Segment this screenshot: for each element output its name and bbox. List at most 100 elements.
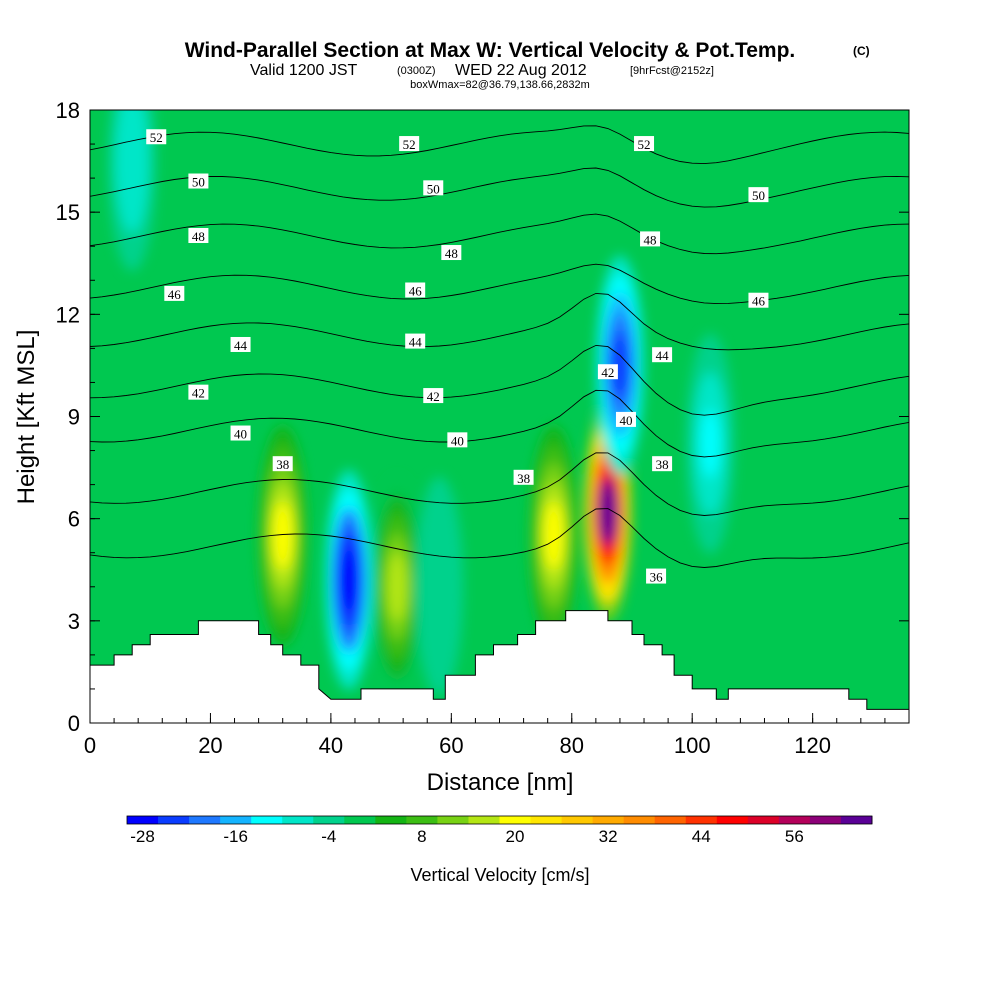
colorbar: -28 -16 -4 8 20 32 44 56	[126, 815, 873, 846]
x-tick-label: 80	[560, 733, 584, 758]
contour-label: 46	[164, 285, 185, 302]
contour-label: 46	[748, 292, 769, 309]
contour-label-box	[272, 456, 293, 472]
contour-label-text: 46	[168, 287, 182, 302]
velocity-shell	[429, 552, 449, 621]
colorbar-tick-label: -16	[223, 827, 248, 846]
subtitle-zulu: (0300Z)	[397, 65, 436, 77]
contour-label-box	[748, 292, 769, 308]
contour-label-text: 44	[234, 338, 248, 353]
velocity-feature	[324, 469, 373, 690]
contour-label: 36	[646, 568, 667, 585]
colorbar-swatch	[127, 816, 159, 824]
contour-label: 44	[652, 347, 673, 363]
colorbar-swatch	[685, 816, 718, 824]
contour-label: 42	[597, 364, 618, 380]
theta-contour-40	[90, 389, 909, 458]
colorbar-title: Vertical Velocity [cm/s]	[410, 865, 589, 885]
contour-label-text: 50	[427, 181, 440, 196]
contour-label-text: 44	[409, 335, 423, 350]
contour-label-box	[164, 285, 185, 301]
colorbar-swatch	[561, 816, 594, 824]
colorbar-swatch	[809, 816, 842, 824]
contour-label: 40	[615, 411, 636, 428]
contour-label: 52	[634, 136, 655, 152]
contour-label-text: 52	[638, 137, 651, 152]
contour-label-text: 48	[644, 232, 657, 247]
x-tick-label: 60	[439, 733, 463, 758]
contour-label-box	[423, 180, 444, 196]
x-tick-label: 0	[84, 733, 96, 758]
colorbar-tick-label: -28	[130, 827, 155, 846]
velocity-shell	[339, 545, 359, 614]
contour-label-text: 48	[192, 229, 205, 244]
colorbar-swatch	[189, 816, 221, 824]
contour-label-text: 52	[150, 130, 163, 145]
y-tick-label: 18	[56, 98, 80, 123]
theta-contour-42	[90, 344, 909, 416]
contour-label-text: 46	[409, 283, 423, 298]
contour-label-box	[634, 136, 655, 152]
colorbar-swatch	[499, 816, 532, 824]
subtitle-date: WED 22 Aug 2012	[455, 62, 587, 79]
colorbar-swatch	[220, 816, 252, 824]
x-tick-label: 40	[319, 733, 343, 758]
x-tick-label: 100	[674, 733, 711, 758]
colorbar-swatch	[406, 816, 438, 824]
colorbar-tick-label: -4	[321, 827, 336, 846]
contour-label-text: 38	[276, 457, 289, 472]
contour-label-box	[748, 187, 769, 203]
velocity-feature	[108, 110, 157, 272]
y-tick-label: 12	[56, 302, 80, 327]
colorbar-swatch	[623, 816, 656, 824]
contour-label-text: 36	[650, 570, 664, 585]
colorbar-swatch	[344, 816, 376, 824]
velocity-feature	[529, 425, 578, 646]
colorbar-tick-label: 20	[506, 827, 525, 846]
contour-label: 44	[405, 333, 426, 350]
contour-label-box	[405, 282, 426, 298]
contour-label: 38	[272, 456, 293, 472]
contour-label-box	[188, 384, 209, 400]
contour-label-box	[640, 231, 661, 247]
velocity-field	[108, 110, 735, 697]
contour-label: 52	[399, 136, 420, 152]
copyright-mark: (C)	[853, 44, 870, 58]
contour-label-box	[188, 228, 209, 244]
contour-label-box	[597, 364, 618, 380]
contour-label: 50	[188, 173, 209, 190]
contour-label: 38	[652, 456, 673, 472]
contour-label: 42	[423, 388, 444, 404]
colorbar-swatch	[282, 816, 314, 824]
theta-contour-50	[90, 167, 909, 208]
colorbar-swatch	[778, 816, 811, 824]
terrain	[90, 610, 909, 723]
y-tick-label: 15	[56, 200, 80, 225]
chart-title: Wind-Parallel Section at Max W: Vertical…	[185, 39, 796, 62]
contour-label-box	[146, 129, 167, 145]
contour-label-text: 38	[517, 471, 530, 486]
chart-subtitle: Valid 1200 JST (0300Z) WED 22 Aug 2012 […	[250, 62, 714, 79]
contour-label-text: 40	[451, 433, 464, 448]
theta-contours	[90, 125, 909, 568]
contour-label-box	[513, 469, 534, 485]
contour-label-text: 42	[427, 389, 440, 404]
contour-label-text: 40	[619, 413, 632, 428]
velocity-feature	[258, 425, 307, 646]
colorbar-tick-label: 56	[785, 827, 804, 846]
contour-label-text: 52	[403, 137, 416, 152]
y-axis-title: Height [Kft MSL]	[13, 330, 40, 505]
velocity-feature	[373, 476, 422, 697]
contour-labels: 52 52 52 50 50 50 48 48 48 46 46 46 44 44 44 42 42 42 40 40…	[146, 129, 769, 585]
contour-label-box	[399, 136, 420, 152]
contour-label-text: 42	[192, 386, 205, 401]
theta-contour-36	[90, 508, 909, 568]
y-tick-label: 0	[68, 711, 80, 736]
contour-label: 50	[748, 187, 769, 203]
colorbar-tick-label: 44	[692, 827, 711, 846]
velocity-feature	[415, 476, 464, 697]
contour-label: 48	[441, 245, 462, 261]
contour-label: 50	[423, 180, 444, 196]
x-axis-title: Distance [nm]	[427, 769, 574, 796]
